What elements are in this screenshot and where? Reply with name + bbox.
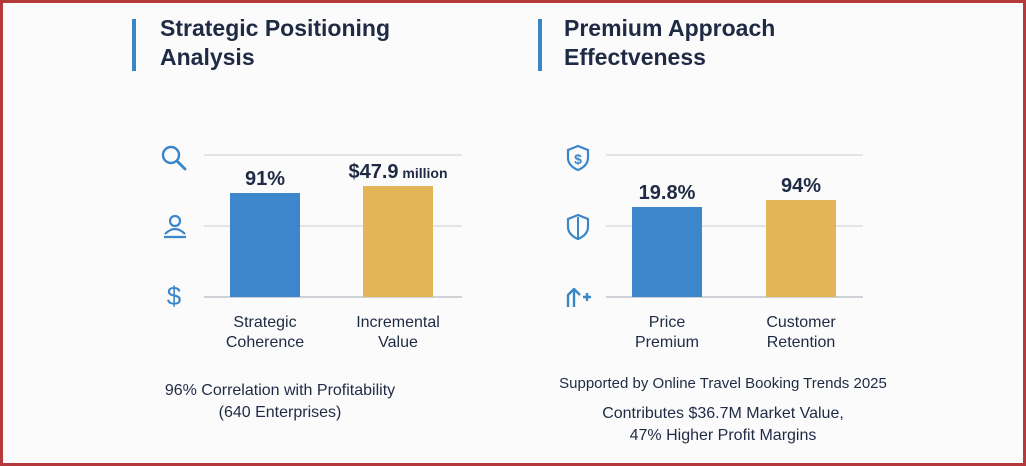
search-icon [161, 145, 187, 171]
growth-arrow-icon [566, 287, 591, 307]
bar-group: 19.8% 94% [632, 175, 836, 297]
premium-approach-panel: Premium Approach Effectveness $ 19.8% 94%… [513, 0, 1013, 466]
data-label: 19.8% [639, 182, 696, 204]
data-label-unit: million [399, 165, 448, 181]
data-label-value: 94% [781, 175, 821, 197]
caption-line: Contributes $36.7M Market Value, [602, 405, 844, 422]
dollar-icon: $ [167, 281, 182, 311]
bar [230, 193, 300, 297]
title-accent-bar [538, 19, 542, 71]
data-label-value: $47.9 [348, 161, 398, 183]
shield-icon [566, 213, 590, 241]
category-label: Incremental Value [356, 314, 440, 351]
dollar-shield-icon: $ [566, 144, 590, 172]
svg-text:$: $ [574, 151, 582, 167]
caption-line: (640 Enterprises) [218, 404, 342, 421]
svg-text:$: $ [167, 281, 182, 311]
data-label: 94% [781, 175, 821, 197]
strategic-positioning-panel: Strategic Positioning Analysis $ 91% $47.… [0, 0, 500, 466]
bar-group: 91% $47.9 million [230, 161, 448, 297]
data-label: $47.9 million [348, 161, 447, 183]
category-label: Strategic Coherence [225, 314, 305, 351]
caption-line: 47% Higher Profit Margins [629, 427, 817, 444]
chart-caption: Supported by Online Travel Booking Trend… [513, 373, 933, 447]
user-group-icon [164, 214, 186, 239]
title-accent-bar [132, 19, 136, 71]
caption-line: Supported by Online Travel Booking Trend… [559, 375, 887, 392]
category-label: Customer Retention [766, 314, 836, 351]
chart-caption: 96% Correlation with Profitability (640 … [115, 380, 445, 424]
data-label-value: 19.8% [639, 182, 696, 204]
chart-title: Strategic Positioning Analysis [160, 15, 391, 70]
bar [766, 200, 836, 297]
bar [632, 207, 702, 297]
data-label-value: 91% [245, 168, 285, 190]
bar [363, 186, 433, 297]
strategic-positioning-chart: 91% $47.9 million [204, 154, 462, 298]
data-label: 91% [245, 168, 285, 190]
premium-approach-chart: 19.8% 94% [606, 154, 863, 298]
chart-title: Premium Approach Effectveness [564, 15, 776, 70]
caption-line: 96% Correlation with Profitability [164, 382, 396, 399]
category-label: Price Premium [634, 314, 699, 351]
